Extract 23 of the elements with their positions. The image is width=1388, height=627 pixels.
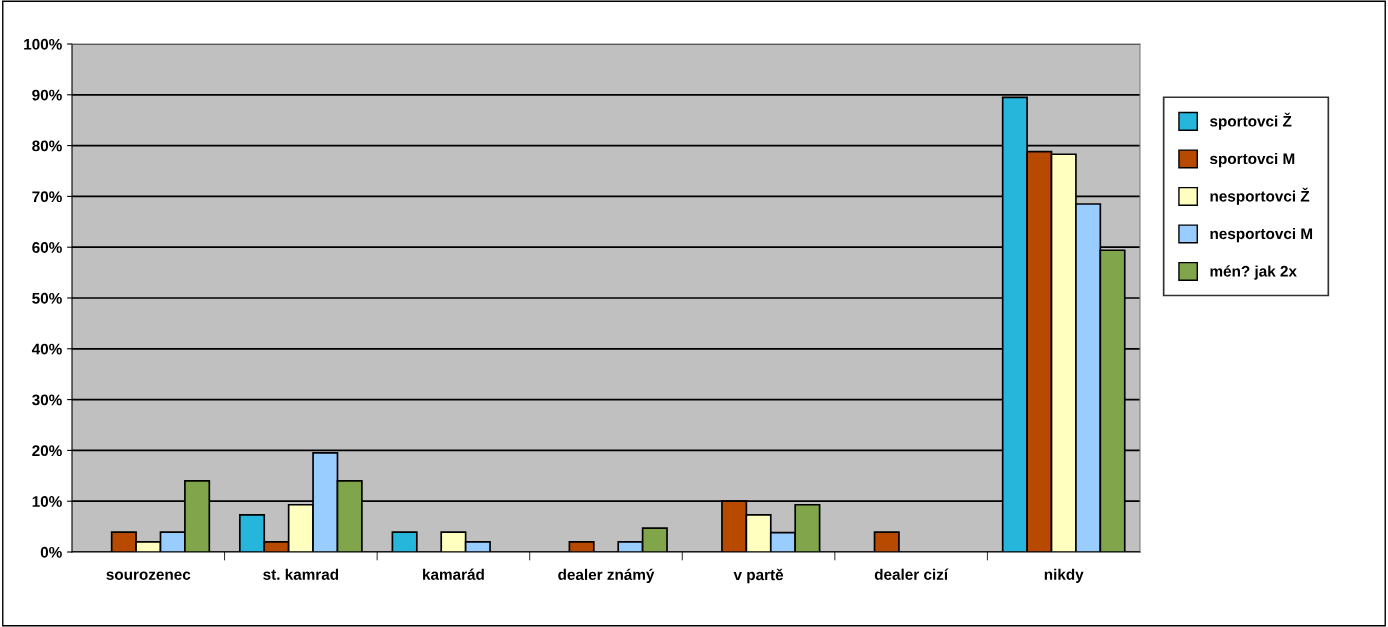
y-tick-label: 70% [32,191,62,203]
y-tick-label: 100% [24,38,62,50]
y-tick-label: 20% [32,445,62,457]
legend-label: nesportovci M [1210,227,1313,243]
x-tick-label: dealer známý [558,568,655,584]
y-tick-label: 90% [32,89,62,101]
y-tick-label: 30% [32,394,62,406]
x-tick-label: sourozenec [106,571,191,580]
x-tick-label: nikdy [1044,568,1084,583]
legend-label: mén? jak 2x [1210,265,1297,280]
y-tick-label: 50% [32,292,62,304]
y-tick-label: 80% [32,140,62,152]
x-tick-label: kamarád [423,568,484,580]
legend-label: sportovci M [1210,152,1295,168]
y-tick-label: 0% [40,546,62,558]
y-tick-label: 40% [31,343,62,355]
legend-label: nesportovci Ž [1210,187,1310,205]
x-tick-label: st. kamrad [263,568,339,580]
x-tick-label: v partě [733,568,784,584]
y-tick-label: 10% [32,496,62,507]
legend-label: sportovci Ž [1210,112,1292,130]
x-tick-label: dealer cizí [874,568,949,580]
y-tick-label: 60% [32,242,62,253]
